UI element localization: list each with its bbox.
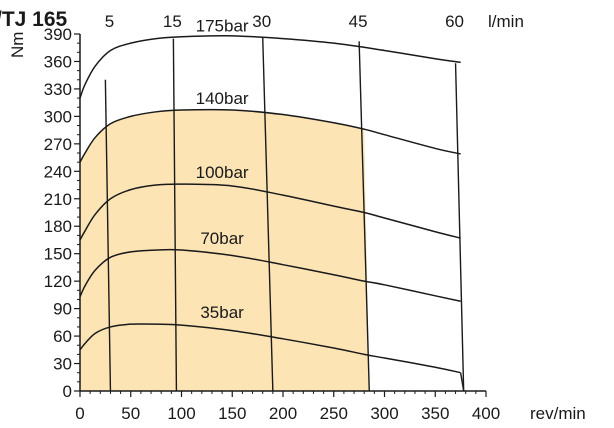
flow-label: 5	[105, 12, 114, 31]
y-tick-label: 90	[53, 300, 72, 319]
curve-label: 35bar	[200, 303, 244, 322]
x-tick-label: 300	[370, 404, 398, 423]
curve-100bar	[79, 183, 461, 241]
flow-unit-label: l/min	[488, 12, 524, 31]
chart-title: /TJ 165	[0, 8, 68, 31]
pressure-curves-layer	[79, 35, 465, 392]
curve-175bar	[79, 35, 461, 99]
shaded-operating-region	[80, 109, 370, 391]
x-tick-label: 0	[75, 404, 84, 423]
flow-line-60	[454, 63, 465, 392]
curve-label: 175bar	[196, 17, 249, 36]
x-tick-label: 350	[421, 404, 449, 423]
flow-line-30	[262, 36, 274, 392]
y-tick-label: 0	[63, 382, 72, 401]
y-tick-label: 120	[44, 272, 72, 291]
axes-layer	[74, 33, 487, 397]
y-tick-label: 330	[44, 80, 72, 99]
x-tick-label: 400	[472, 404, 500, 423]
y-tick-label: 180	[44, 217, 72, 236]
curve-140bar	[79, 108, 461, 163]
x-tick-label: 100	[167, 404, 195, 423]
flow-label: 30	[252, 12, 271, 31]
flow-label: 45	[349, 12, 368, 31]
y-tick-label: 300	[44, 107, 72, 126]
x-tick-label: 250	[320, 404, 348, 423]
flow-line-15	[172, 38, 178, 392]
curve-35bar	[79, 323, 461, 374]
y-tick-label: 210	[44, 190, 72, 209]
y-tick-label: 360	[44, 52, 72, 71]
flow-lines-layer	[104, 36, 465, 392]
shaded-region-layer	[80, 109, 370, 391]
flow-line-45	[358, 41, 370, 392]
y-tick-label: 390	[44, 25, 72, 44]
x-axis-title: rev/min	[530, 404, 586, 423]
y-tick-label: 30	[53, 355, 72, 374]
y-axis-title: Nm	[8, 32, 27, 58]
y-tick-label: 150	[44, 245, 72, 264]
flow-line-5	[104, 79, 112, 392]
curve-label: 100bar	[196, 163, 249, 182]
y-tick-label: 60	[53, 327, 72, 346]
y-tick-label: 240	[44, 162, 72, 181]
labels-layer: /TJ 165 Nm rev/min l/min 0 50 100 150 200 250…	[0, 8, 586, 423]
curve-label: 140bar	[196, 89, 249, 108]
y-tick-label: 270	[44, 135, 72, 154]
envelope-edge	[459, 372, 465, 392]
x-tick-label: 50	[121, 404, 140, 423]
x-tick-label: 200	[269, 404, 297, 423]
curve-label: 70bar	[200, 229, 244, 248]
flow-label: 15	[163, 12, 182, 31]
curve-70bar	[79, 248, 461, 303]
x-tick-label: 150	[218, 404, 246, 423]
flow-label: 60	[445, 12, 464, 31]
